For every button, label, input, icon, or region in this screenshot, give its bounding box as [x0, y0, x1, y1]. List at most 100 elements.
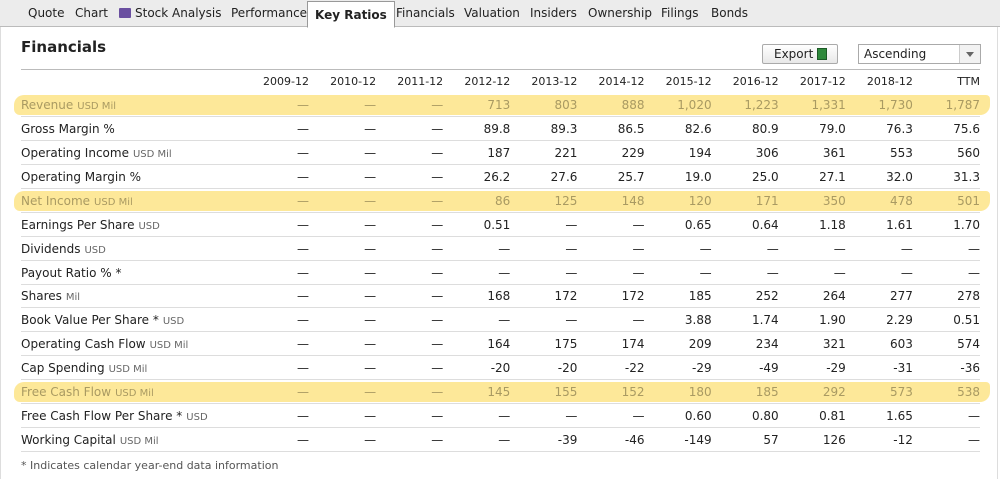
value-cell: 264: [822, 289, 846, 304]
row-label: Working Capital USD Mil: [21, 428, 159, 452]
value-cell: —: [498, 265, 511, 280]
row-label-text: Operating Margin %: [21, 169, 142, 184]
row-label-text: Revenue: [21, 98, 74, 112]
value-cell: —: [632, 313, 645, 328]
tab-label[interactable]: Bonds: [711, 6, 749, 20]
nav-tab[interactable]: Quote: [21, 0, 71, 26]
row-label-text: Free Cash Flow Per Share *: [21, 409, 183, 424]
value-cell: —: [632, 217, 645, 232]
value-cell: —: [431, 241, 444, 256]
value-cell: -20: [490, 361, 511, 376]
value-cell: —: [766, 265, 779, 280]
value-cell: 31.3: [953, 169, 980, 184]
nav-tab[interactable]: Stock Analysis: [112, 0, 228, 26]
value-cell: 26.2: [483, 169, 511, 184]
export-button[interactable]: Export: [762, 44, 838, 64]
row-divider: [21, 403, 980, 405]
value-cell: —: [431, 265, 444, 280]
row-label: Book Value Per Share * USD: [21, 308, 184, 332]
value-cell: —: [498, 313, 511, 328]
tab-label[interactable]: Stock Analysis: [135, 6, 222, 20]
tab-label[interactable]: Valuation: [464, 6, 520, 20]
tab-label[interactable]: Key Ratios: [315, 8, 387, 22]
value-cell: —: [498, 241, 511, 256]
value-cell: 185: [755, 385, 779, 400]
panel: [0, 27, 998, 479]
value-cell: 1,020: [677, 98, 712, 112]
value-cell: —: [364, 385, 377, 400]
nav-tab[interactable]: Performance: [224, 0, 314, 26]
value-cell: -46: [624, 433, 645, 448]
column-header: 2016-12: [732, 75, 779, 88]
value-cell: —: [297, 265, 309, 280]
value-cell: 89.8: [483, 121, 511, 136]
value-cell: 361: [822, 145, 846, 160]
row-label-text: Operating Cash Flow: [21, 337, 146, 352]
nav-tab[interactable]: Insiders: [523, 0, 584, 26]
value-cell: 19.0: [684, 169, 712, 184]
value-cell: 0.60: [684, 409, 712, 424]
value-cell: —: [632, 409, 645, 424]
dropdown-arrow[interactable]: [959, 45, 980, 63]
value-cell: 86.5: [617, 121, 645, 136]
value-cell: 0.51: [483, 217, 511, 232]
value-cell: —: [364, 98, 377, 112]
value-cell: 221: [554, 145, 578, 160]
row-divider: [21, 211, 980, 213]
row-highlight: [14, 95, 990, 115]
value-cell: —: [431, 193, 444, 208]
order-select[interactable]: Ascending: [858, 44, 981, 64]
nav-tab[interactable]: Ownership: [581, 0, 659, 26]
value-cell: 172: [621, 289, 645, 304]
value-cell: —: [431, 313, 444, 328]
value-cell: —: [297, 337, 309, 352]
value-cell: 152: [621, 385, 645, 400]
tab-label[interactable]: Filings: [661, 6, 699, 20]
nav-tab[interactable]: Key Ratios: [307, 1, 395, 28]
value-cell: 0.65: [684, 217, 712, 232]
value-cell: 27.6: [550, 169, 578, 184]
nav-tab[interactable]: Financials: [389, 0, 462, 26]
value-cell: 89.3: [550, 121, 578, 136]
value-cell: —: [431, 217, 444, 232]
value-cell: 713: [487, 98, 511, 112]
value-cell: —: [297, 385, 309, 400]
tab-label[interactable]: Chart: [75, 6, 108, 20]
row-label-text: Working Capital: [21, 433, 116, 448]
tab-icon: [119, 8, 131, 18]
nav-tab[interactable]: Chart: [68, 0, 115, 26]
export-label[interactable]: Export: [774, 47, 814, 61]
row-label: Cap Spending USD Mil: [21, 356, 147, 380]
value-cell: -36: [960, 361, 980, 376]
value-cell: —: [297, 241, 309, 256]
value-cell: —: [565, 241, 578, 256]
order-label[interactable]: Ascending: [864, 47, 927, 61]
value-cell: —: [565, 217, 578, 232]
value-cell: —: [364, 433, 377, 448]
nav-tab[interactable]: Filings: [654, 0, 706, 26]
tab-label[interactable]: Insiders: [530, 6, 577, 20]
row-label: Net Income USD Mil: [21, 189, 133, 213]
value-cell: —: [968, 241, 980, 256]
value-cell: 171: [755, 193, 779, 208]
value-cell: 306: [755, 145, 779, 160]
value-cell: 175: [554, 337, 578, 352]
column-header: 2015-12: [665, 75, 712, 88]
row-divider: [21, 355, 980, 357]
value-cell: —: [565, 265, 578, 280]
value-cell: —: [766, 241, 779, 256]
value-cell: —: [297, 169, 309, 184]
tab-label[interactable]: Ownership: [588, 6, 652, 20]
column-header: 2014-12: [598, 75, 645, 88]
column-header: 2018-12: [866, 75, 913, 88]
value-cell: —: [297, 217, 309, 232]
tab-label[interactable]: Financials: [396, 6, 455, 20]
value-cell: —: [565, 313, 578, 328]
nav-tab[interactable]: Valuation: [457, 0, 527, 26]
value-cell: —: [833, 265, 846, 280]
tab-label[interactable]: Quote: [28, 6, 65, 20]
nav-tab[interactable]: Bonds: [704, 0, 755, 26]
value-cell: —: [364, 217, 377, 232]
tab-label[interactable]: Performance: [231, 6, 308, 20]
value-cell: -29: [691, 361, 712, 376]
